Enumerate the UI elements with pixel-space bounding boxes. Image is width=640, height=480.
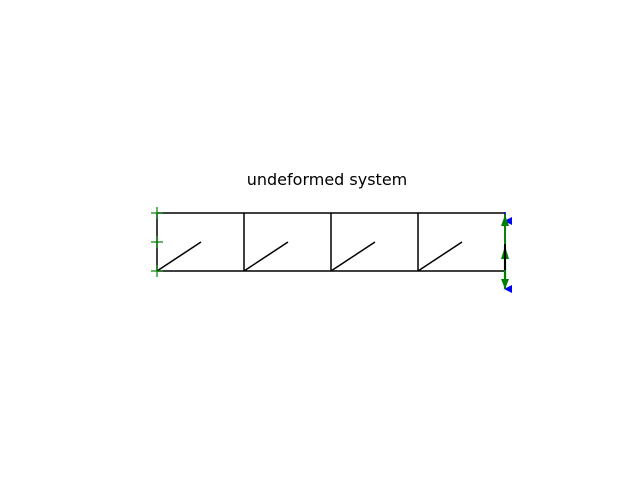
structure-frame: [156, 212, 506, 272]
right-edge-load-arrows: [501, 212, 512, 293]
panel-diagonals: [156, 241, 463, 272]
diagonal-1: [156, 241, 202, 272]
diagonal-4: [417, 241, 463, 272]
up-arrow-icon-top: [501, 215, 509, 226]
figure-title: undeformed system: [247, 170, 408, 189]
fixed-support-crosses-icon: [151, 207, 163, 277]
diagonal-3: [330, 241, 376, 272]
down-arrow-icon-bottom: [501, 279, 509, 289]
diagonal-2: [243, 241, 289, 272]
